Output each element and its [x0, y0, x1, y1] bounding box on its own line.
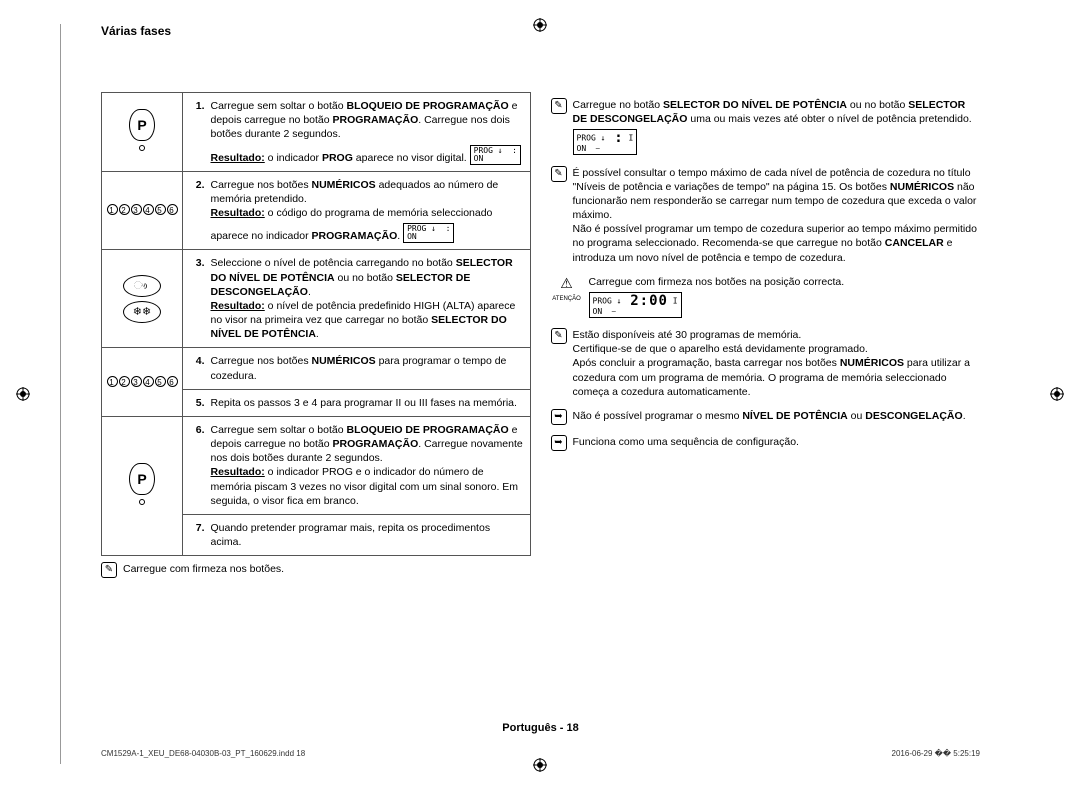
left-note-text: Carregue com firmeza nos botões. — [123, 562, 284, 578]
arrow-icon: ➥ — [551, 409, 567, 425]
defrost-icon: ❄❄ — [123, 301, 161, 323]
note-block: ➥ Não é possível programar o mesmo NÍVEL … — [551, 409, 981, 425]
step-number: 5. — [183, 389, 205, 416]
prog-button-icon: P — [129, 463, 155, 495]
manual-page: Várias fases P 1. Carregue sem soltar o … — [60, 24, 1020, 764]
step-number: 4. — [183, 348, 205, 389]
note-block: ✎ É possível consultar o tempo máximo de … — [551, 166, 981, 265]
registration-mark-right — [1050, 387, 1064, 401]
lcd-display: PROG ↓ : ION ⎯ — [573, 129, 638, 155]
numeric-key-icon: 1 — [107, 376, 118, 387]
numeric-key-icon: 4 — [143, 376, 154, 387]
numeric-key-icon: 1 — [107, 204, 118, 215]
note-text: Funciona como uma sequência de configura… — [573, 435, 799, 451]
print-footer-left: CM1529A-1_XEU_DE68-04030B-03_PT_160629.i… — [101, 749, 305, 758]
step1-icon-cell: P — [102, 93, 183, 172]
note-icon: ✎ — [101, 562, 117, 578]
led-icon — [139, 145, 145, 151]
numeric-key-icon: 6 — [167, 376, 178, 387]
numeric-key-icon: 4 — [143, 204, 154, 215]
note-block: ➥ Funciona como uma sequência de configur… — [551, 435, 981, 451]
numeric-key-icon: 5 — [155, 376, 166, 387]
lcd-display: PROG ↓ 2:00 ION ⎯ — [589, 292, 682, 318]
steps-table: P 1. Carregue sem soltar o botão BLOQUEI… — [101, 92, 531, 556]
numeric-key-icon: 3 — [131, 376, 142, 387]
left-column: P 1. Carregue sem soltar o botão BLOQUEI… — [101, 92, 531, 588]
note-text: Estão disponíveis até 30 programas de me… — [573, 328, 981, 399]
step-number: 3. — [183, 250, 205, 348]
note-text: É possível consultar o tempo máximo de c… — [573, 166, 981, 265]
lcd-display: PROG ↓ : ON — [470, 145, 521, 165]
step6-text: Carregue sem soltar o botão BLOQUEIO DE … — [205, 416, 531, 514]
step2-icon-cell: 123456 — [102, 171, 183, 250]
warning-icon: ⚠ATENÇÃO — [551, 275, 583, 291]
step3-icon-cell: ෟ ❄❄ — [102, 250, 183, 348]
step4-5-icon-cell: 123456 — [102, 348, 183, 417]
step-number: 7. — [183, 514, 205, 555]
step2-body: Carregue nos botões NUMÉRICOS adequados … — [211, 179, 499, 243]
lcd-display: PROG ↓ : ON — [403, 223, 454, 243]
power-level-icon: ෟ — [123, 275, 161, 297]
note-icon: ✎ — [551, 328, 567, 344]
led-icon — [139, 499, 145, 505]
numeric-key-icon: 2 — [119, 376, 130, 387]
numeric-buttons-icon: 123456 — [106, 376, 178, 388]
section-heading: Várias fases — [101, 24, 980, 38]
arrow-icon: ➥ — [551, 435, 567, 451]
print-footer-right: 2016-06-29 �� 5:25:19 — [892, 749, 980, 758]
step1-text: Carregue sem soltar o botão BLOQUEIO DE … — [205, 93, 531, 172]
step6-7-icon-cell: P — [102, 416, 183, 555]
numeric-key-icon: 3 — [131, 204, 142, 215]
left-note: ✎ Carregue com firmeza nos botões. — [101, 562, 531, 578]
numeric-key-icon: 2 — [119, 204, 130, 215]
step-number: 6. — [183, 416, 205, 514]
step7-text: Quando pretender programar mais, repita … — [205, 514, 531, 555]
step3-text: Seleccione o nível de potência carregand… — [205, 250, 531, 348]
step-number: 2. — [183, 171, 205, 250]
numeric-key-icon: 6 — [167, 204, 178, 215]
note-text: Carregue com firmeza nos botões na posiç… — [589, 275, 845, 318]
note-icon: ✎ — [551, 166, 567, 182]
step4-text: Carregue nos botões NUMÉRICOS para progr… — [205, 348, 531, 389]
page-footer: Português - 18 — [61, 722, 1020, 734]
note-block: ✎ Carregue no botão SELECTOR DO NÍVEL DE … — [551, 98, 981, 156]
note-icon: ✎ — [551, 98, 567, 114]
step2-text: Carregue nos botões NUMÉRICOS adequados … — [205, 171, 531, 250]
note-text: Não é possível programar o mesmo NÍVEL D… — [573, 409, 966, 425]
note-block: ✎ Estão disponíveis até 30 programas de m… — [551, 328, 981, 399]
numeric-key-icon: 5 — [155, 204, 166, 215]
prog-button-icon: P — [129, 109, 155, 141]
step-number: 1. — [183, 93, 205, 172]
right-column: ✎ Carregue no botão SELECTOR DO NÍVEL DE … — [551, 92, 981, 588]
note-text: Carregue no botão SELECTOR DO NÍVEL DE P… — [573, 98, 981, 156]
numeric-buttons-icon: 123456 — [106, 204, 178, 216]
registration-mark-left — [16, 387, 30, 401]
step5-text: Repita os passos 3 e 4 para programar II… — [205, 389, 531, 416]
note-block: ⚠ATENÇÃO Carregue com firmeza nos botões … — [551, 275, 981, 318]
